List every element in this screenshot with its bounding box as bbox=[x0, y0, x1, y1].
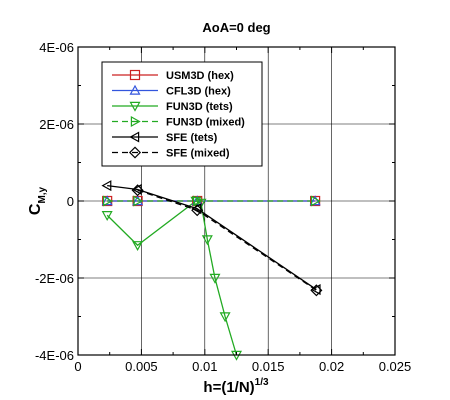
data-point-fun3d-mixed bbox=[102, 195, 113, 207]
data-point-fun3d-tets bbox=[101, 211, 113, 221]
data-point-fun3d-tets bbox=[201, 235, 213, 246]
data-point-fun3d-mixed bbox=[133, 195, 144, 207]
y-tick-label: 0 bbox=[67, 194, 74, 209]
legend-marker-fun3d-tets bbox=[129, 101, 141, 112]
y-tick-label: -2E-06 bbox=[35, 271, 74, 286]
legend-marker-fun3d-mixed bbox=[130, 115, 141, 128]
x-axis-label: h=(1/N)1/3 bbox=[203, 377, 269, 396]
y-axis-label-main: C bbox=[27, 203, 44, 215]
x-tick-label: 0.01 bbox=[192, 359, 217, 374]
data-point-cfl3d-hex bbox=[132, 195, 144, 206]
x-axis-label-sup: 1/3 bbox=[255, 377, 269, 388]
x-tick-label: 0.02 bbox=[319, 359, 344, 374]
series-line-fun3d-tets bbox=[106, 200, 238, 355]
data-point-fun3d-mixed bbox=[192, 195, 203, 207]
legend-box bbox=[101, 61, 263, 167]
series-layer bbox=[106, 184, 317, 355]
y-axis-label-sub: M,y bbox=[37, 186, 48, 203]
data-point-fun3d-tets bbox=[219, 312, 231, 323]
chart-title: AoA=0 deg bbox=[202, 20, 270, 35]
y-axis-label: CM,y bbox=[27, 186, 48, 215]
data-point-fun3d-tets bbox=[195, 198, 207, 209]
y-tick-label: -4E-06 bbox=[35, 348, 74, 363]
y-tick-label: 4E-06 bbox=[39, 40, 74, 55]
data-point-fun3d-mixed bbox=[310, 195, 321, 207]
x-tick-label: 0 bbox=[74, 359, 81, 374]
data-point-fun3d-tets bbox=[209, 273, 221, 284]
x-tick-label: 0.005 bbox=[125, 359, 158, 374]
legend-marker-cfl3d-hex bbox=[129, 84, 141, 95]
series-line-sfe-mixed bbox=[137, 189, 317, 291]
x-tick-label: 0.025 bbox=[379, 359, 412, 374]
axes bbox=[77, 46, 396, 356]
series-line-sfe-tets bbox=[107, 184, 317, 291]
legend-label-sfe-mixed: SFE (mixed) bbox=[166, 148, 230, 160]
data-point-fun3d-tets bbox=[132, 241, 144, 252]
legend-label-sfe-tets: SFE (tets) bbox=[166, 132, 218, 144]
legend-label-fun3d-mixed: FUN3D (mixed) bbox=[166, 117, 245, 129]
data-point-sfe-mixed bbox=[191, 204, 204, 217]
data-point-sfe-tets bbox=[101, 180, 112, 192]
legend-marker-sfe-mixed bbox=[128, 146, 142, 159]
legend-label-fun3d-tets: FUN3D (tets) bbox=[166, 101, 233, 113]
data-point-cfl3d-hex bbox=[309, 195, 321, 206]
data-point-sfe-mixed bbox=[310, 284, 323, 297]
legend-label-usm3d-hex: USM3D (hex) bbox=[166, 70, 234, 82]
legend-marker-usm3d-hex bbox=[129, 69, 141, 81]
legend-label-cfl3d-hex: CFL3D (hex) bbox=[166, 86, 231, 98]
y-tick-label: 2E-06 bbox=[39, 117, 74, 132]
legend: USM3D (hex) CFL3D (hex) FUN3D (tets) FUN3D … bbox=[101, 61, 263, 167]
x-tick-label: 0.015 bbox=[252, 359, 285, 374]
data-point-sfe-mixed bbox=[131, 184, 144, 197]
legend-marker-sfe-tets bbox=[129, 131, 140, 143]
data-point-cfl3d-hex bbox=[101, 195, 113, 206]
x-axis-label-main: h=(1/N) bbox=[203, 379, 254, 396]
tick-labels: 0 0.005 0.01 0.015 0.02 0.025 -4E-06 -2E-06 0 2E-… bbox=[35, 40, 411, 374]
